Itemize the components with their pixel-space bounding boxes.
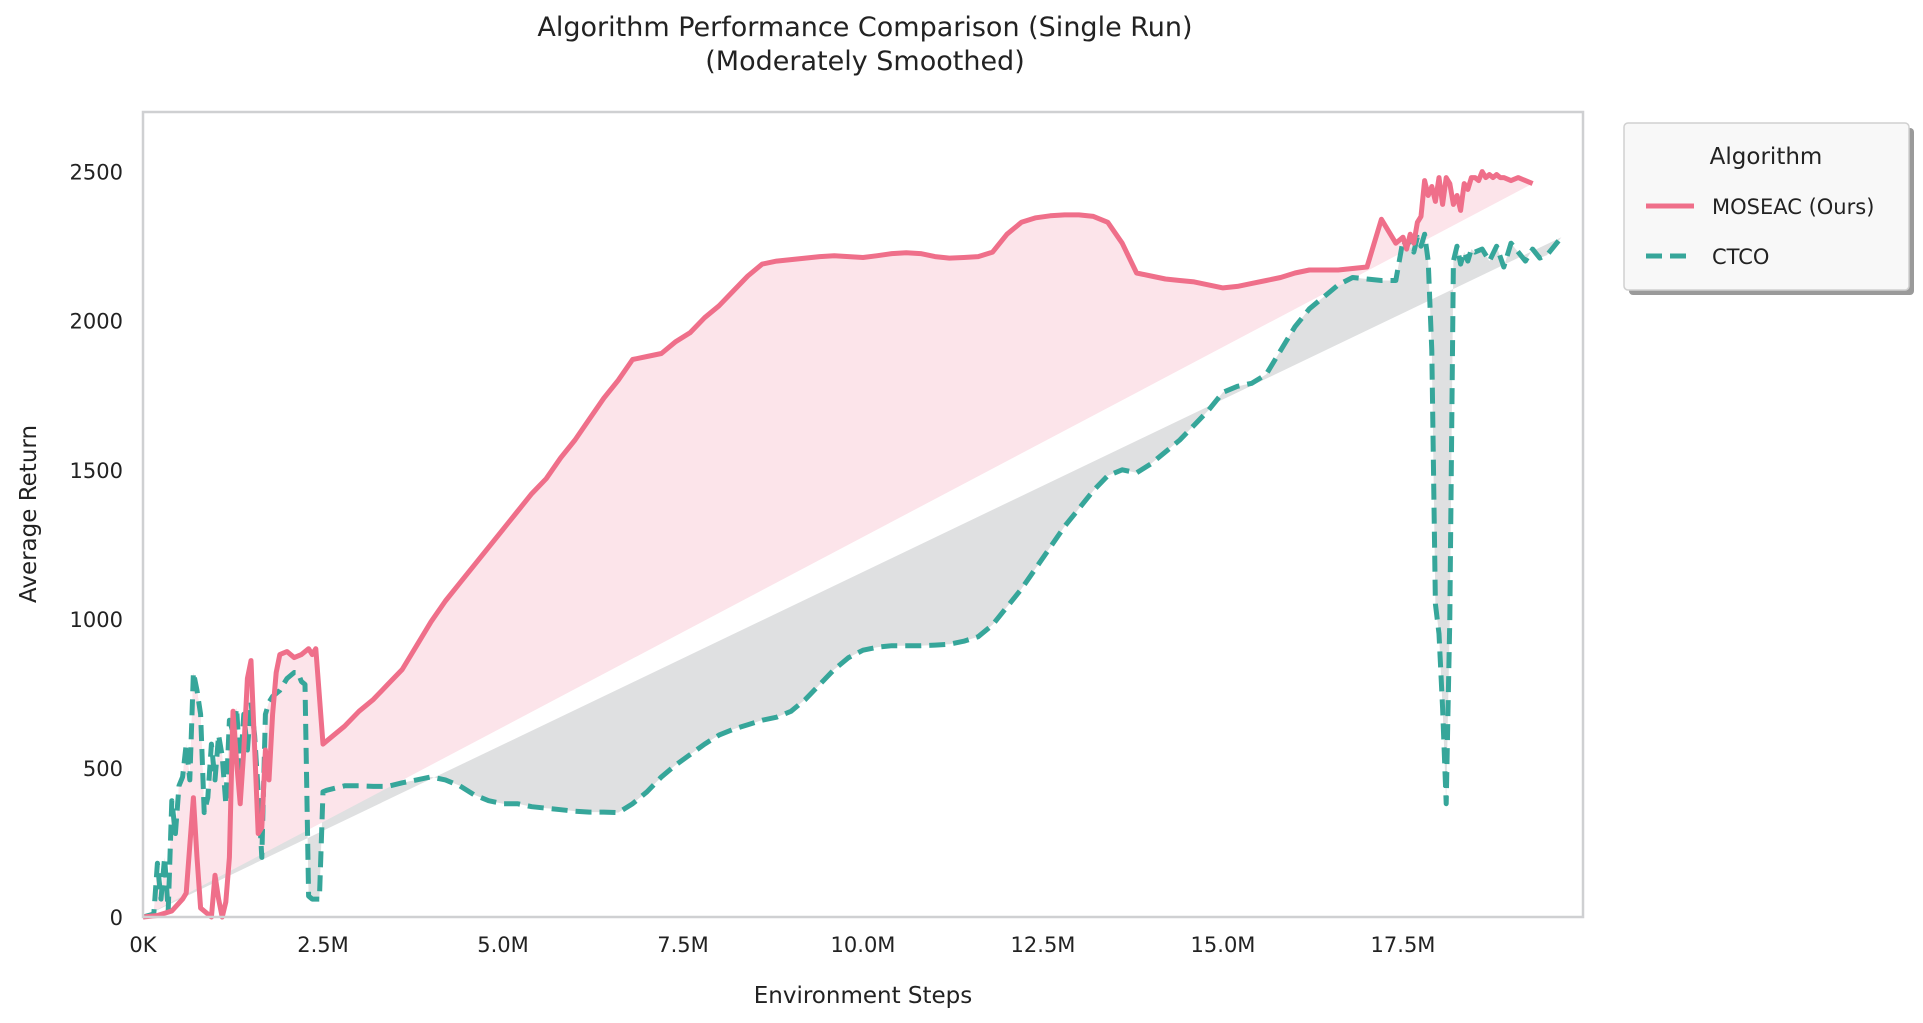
x-tick-label: 17.5M: [1371, 933, 1436, 957]
legend-box: [1623, 122, 1910, 291]
x-axis-label: Environment Steps: [754, 983, 973, 1009]
x-axis-ticks: 0K 2.5M 5.0M 7.5M 10.0M 12.5M 15.0M 17.5M: [129, 933, 1435, 957]
y-tick-label: 1000: [70, 608, 123, 632]
x-tick-label: 5.0M: [477, 933, 529, 957]
x-tick-label: 2.5M: [297, 933, 349, 957]
plot-area: [141, 110, 1585, 920]
y-tick-label: 500: [83, 757, 123, 781]
chart-subtitle: (Moderately Smoothed): [705, 46, 1024, 77]
legend-label-moseac: MOSEAC (Ours): [1712, 195, 1874, 219]
x-tick-label: 7.5M: [657, 933, 709, 957]
y-axis-label: Average Return: [16, 425, 42, 603]
ctco-area-fill: [143, 234, 1562, 917]
chart-title: Algorithm Performance Comparison (Single…: [537, 12, 1192, 43]
x-tick-label: 12.5M: [1011, 933, 1076, 957]
legend-label-ctco: CTCO: [1712, 245, 1769, 269]
y-tick-label: 1500: [70, 459, 123, 483]
x-tick-label: 10.0M: [831, 933, 896, 957]
y-tick-label: 2500: [70, 161, 123, 185]
moseac-gap-fill: [143, 171, 1533, 918]
x-tick-label: 0K: [129, 933, 157, 957]
plot-frame: [141, 110, 1585, 919]
y-axis-ticks: 0 500 1000 1500 2000 2500: [70, 161, 123, 930]
y-tick-label: 0: [110, 906, 123, 930]
x-tick-label: 15.0M: [1191, 933, 1256, 957]
moseac-series-line: [142, 169, 1534, 920]
legend: Algorithm MOSEAC (Ours) CTCO: [1623, 122, 1914, 295]
y-tick-label: 2000: [70, 310, 123, 334]
legend-title: Algorithm: [1710, 144, 1823, 170]
